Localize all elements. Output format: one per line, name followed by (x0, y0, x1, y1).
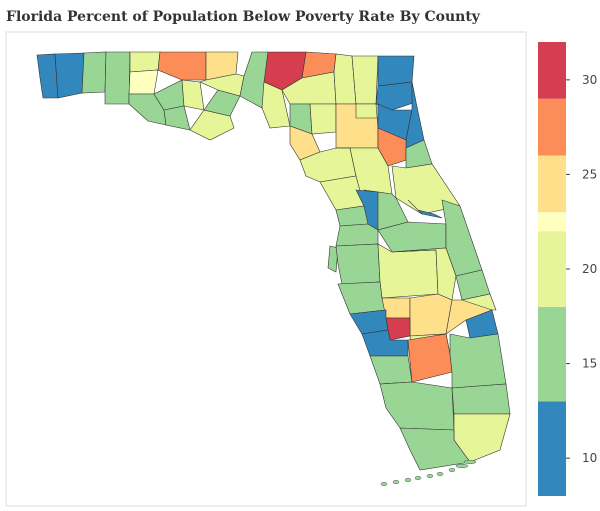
keys-island (414, 476, 422, 481)
colorbar-bin-1 (538, 306, 566, 402)
keys-island (436, 472, 444, 477)
county-okaloosa[interactable] (81, 51, 107, 94)
colorbar-tick-label: 10 (582, 451, 597, 465)
county-desoto[interactable] (385, 317, 411, 341)
colorbar-tick-label: 20 (582, 262, 597, 276)
keys-island (392, 480, 400, 485)
county-gulf[interactable] (163, 105, 191, 131)
colorbar-tick-label: 30 (582, 73, 597, 87)
county-hendry[interactable] (407, 333, 453, 383)
map-frame (5, 31, 527, 507)
county-st-lucie[interactable] (460, 293, 497, 311)
keys-island (380, 482, 388, 487)
colorbar-bin-5 (538, 98, 566, 156)
keys-island (404, 478, 412, 483)
county-holmes[interactable] (129, 51, 161, 73)
county-santa-rosa[interactable] (54, 52, 85, 99)
county-jackson[interactable] (157, 51, 207, 81)
county-palm-beach[interactable] (449, 333, 507, 389)
county-washington[interactable] (128, 69, 159, 95)
county-sarasota[interactable] (349, 309, 389, 335)
colorbar-bin-3 (538, 212, 566, 232)
county-franklin[interactable] (189, 109, 235, 141)
colorbar-bin-0 (538, 401, 566, 496)
county-taylor[interactable] (261, 81, 291, 129)
colorbar: 10 15 20 25 30 (538, 42, 597, 496)
county-pasco[interactable] (335, 223, 379, 247)
chart-title: Florida Percent of Population Below Pove… (6, 9, 480, 25)
county-hillsborough[interactable] (335, 243, 381, 285)
county-nassau[interactable] (377, 55, 415, 87)
colorbar-bin-4 (538, 155, 566, 213)
county-liberty[interactable] (181, 79, 205, 111)
county-putnam[interactable] (377, 127, 407, 167)
county-manatee[interactable] (337, 281, 387, 315)
colorbar-bin-2 (538, 231, 566, 307)
keys-island (448, 468, 456, 473)
county-collier[interactable] (379, 381, 455, 431)
county-polk[interactable] (377, 243, 439, 299)
county-escambia[interactable] (36, 53, 59, 99)
florida-map (36, 51, 511, 487)
county-baker[interactable] (351, 55, 379, 105)
county-broward[interactable] (451, 383, 511, 415)
county-lee[interactable] (369, 355, 413, 385)
keys-island (455, 464, 469, 469)
county-duval[interactable] (375, 81, 417, 111)
county-walton[interactable] (104, 51, 131, 105)
colorbar-bin-6 (538, 42, 566, 99)
county-highlands[interactable] (409, 293, 453, 337)
keys-island (463, 460, 477, 465)
county-gilchrist[interactable] (309, 103, 337, 135)
county-pinellas[interactable] (327, 245, 339, 273)
colorbar-tick-label: 15 (582, 357, 597, 371)
county-seminole[interactable] (407, 199, 443, 219)
colorbar-tick-label: 25 (582, 167, 597, 181)
keys-island (426, 474, 434, 479)
